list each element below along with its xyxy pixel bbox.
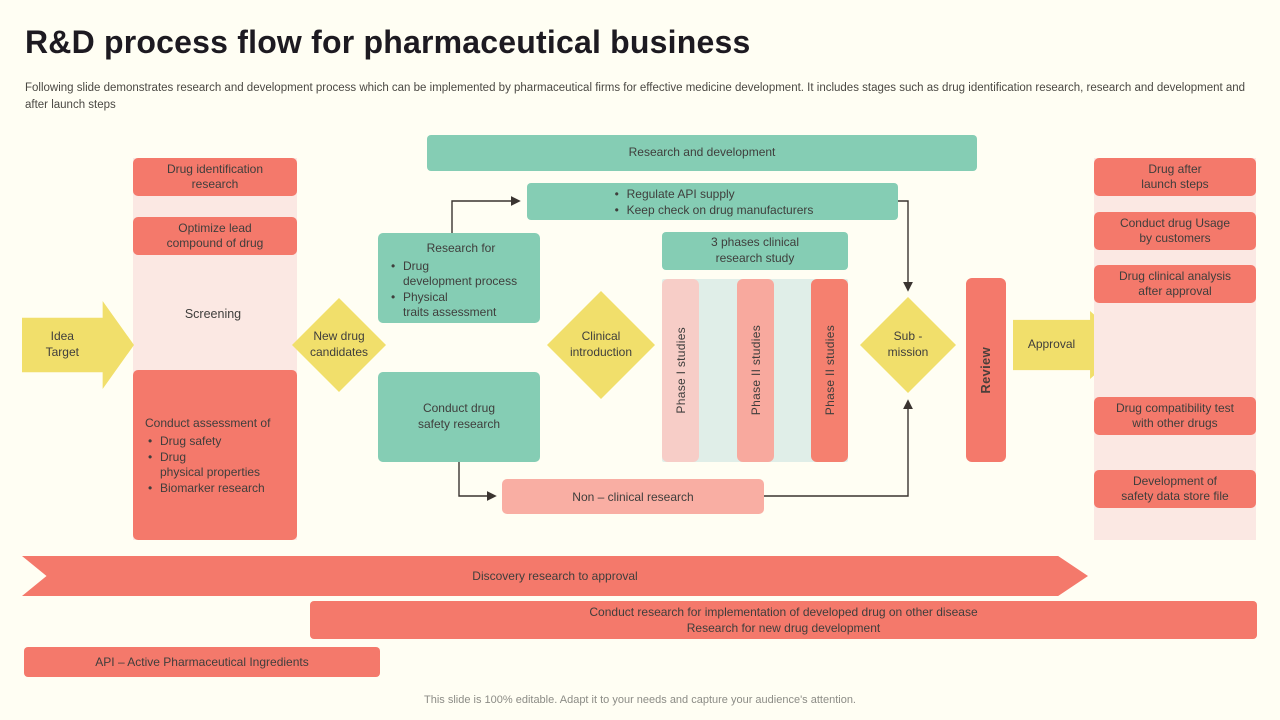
phase-2-label: Phase II studies [748,325,763,416]
assessment-list: Drug safety Drug physical properties Bio… [145,434,289,497]
footer-note: This slide is 100% editable. Adapt it to… [424,694,856,706]
assessment-title: Conduct assessment of [145,416,271,430]
assessment-item: Drug safety [145,434,289,450]
assessment-item: Biomarker research [145,481,289,497]
approval-label: Approval [1027,337,1076,352]
assessment-item: Drug physical properties [145,450,289,482]
regulate-item: Keep check on drug manufacturers [612,203,814,219]
phases-title-box: 3 phases clinical research study [662,232,848,270]
box-optimize-lead: Optimize lead compound of drug [133,217,297,255]
phase-2-bar: Phase II studies [737,279,774,462]
phase-3-label: Phase II studies [822,325,837,416]
research-for-title: Research for [426,241,496,255]
idea-target-arrow: Idea Target [22,301,134,389]
box-drug-identification: Drug identification research [133,158,297,196]
review-bar: Review [966,278,1006,462]
box-non-clinical-research: Non – clinical research [502,479,764,514]
box-regulate-api: Regulate API supply Keep check on drug m… [527,183,898,220]
phase-1-label: Phase I studies [673,327,688,414]
box-research-for: Research for Drug development process Ph… [378,233,540,323]
rnd-banner-label: Research and development [628,145,776,160]
api-banner: API – Active Pharmaceutical Ingredients [24,647,380,677]
research-for-item: Drug development process [388,259,534,290]
phase-1-bar: Phase I studies [662,279,699,462]
submission-diamond: Sub - mission [860,297,956,393]
review-label: Review [977,346,993,394]
discovery-banner-label: Discovery research to approval [472,569,638,583]
box-drug-safety-research: Conduct drug safety research [378,372,540,462]
screening-label: Screening [184,307,242,321]
box-safety-data-store: Development of safety data store file [1094,470,1256,508]
subtitle-text: Following slide demonstrates research an… [25,82,1246,111]
box-drug-usage: Conduct drug Usage by customers [1094,212,1256,250]
box-compatibility-test: Drug compatibility test with other drugs [1094,397,1256,435]
page-title: R&D process flow for pharmaceutical busi… [25,24,751,60]
research-for-item: Physical traits assessment [388,290,534,321]
api-banner-label: API – Active Pharmaceutical Ingredients [95,655,309,669]
box-drug-after-launch: Drug after launch steps [1094,158,1256,196]
new-drug-candidates-diamond: New drug candidates [292,298,386,392]
phase-3-bar: Phase II studies [811,279,848,462]
box-conduct-assessment: Conduct assessment of Drug safety Drug p… [133,370,297,540]
clinical-introduction-diamond: Clinical introduction [547,291,655,399]
conduct-research-line1: Conduct research for implementation of d… [589,604,978,619]
conduct-research-line2: Research for new drug development [686,621,881,635]
conduct-research-banner: Conduct research for implementation of d… [310,601,1257,639]
research-for-list: Drug development process Physical traits… [388,259,534,321]
idea-target-label: Idea Target [45,329,79,359]
regulate-list: Regulate API supply Keep check on drug m… [612,187,814,218]
rnd-banner: Research and development [427,135,977,171]
discovery-banner: Discovery research to approval [22,556,1088,596]
box-clinical-analysis: Drug clinical analysis after approval [1094,265,1256,303]
regulate-item: Regulate API supply [612,187,814,203]
